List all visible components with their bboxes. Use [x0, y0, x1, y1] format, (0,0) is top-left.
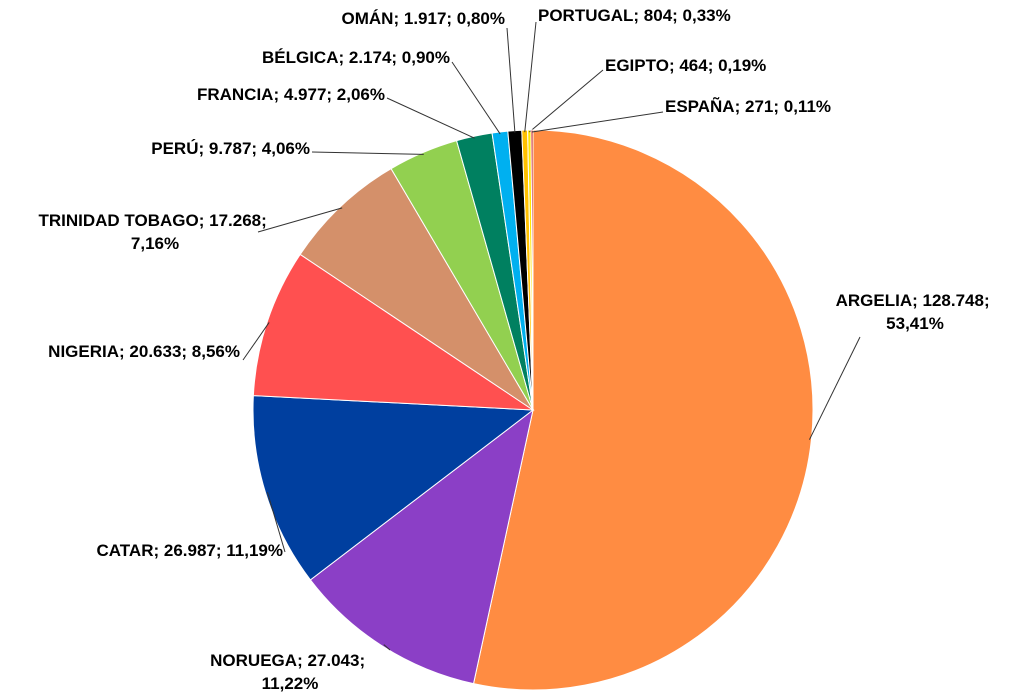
- value-label: 20.633: [129, 342, 181, 361]
- data-label: EGIPTO; 464; 0,19%: [605, 56, 766, 75]
- leader-line: [531, 111, 664, 133]
- category-name: NORUEGA: [210, 651, 297, 670]
- separator: ;: [672, 6, 682, 25]
- separator: ;: [338, 48, 348, 67]
- leader-line: [451, 61, 501, 135]
- data-label: NORUEGA; 27.043; 11,22%: [210, 651, 370, 693]
- leader-line: [529, 69, 604, 133]
- leader-line: [506, 27, 516, 133]
- value-label: 464: [679, 56, 708, 75]
- pie-slice: [309, 408, 534, 685]
- data-label: PERÚ; 9.787; 4,06%: [151, 139, 310, 158]
- value-label: 271: [745, 97, 773, 116]
- value-label: 804: [644, 6, 673, 25]
- separator: ;: [199, 211, 209, 230]
- value-label: 26.987: [164, 541, 216, 560]
- percent-label: 11,19%: [226, 541, 283, 560]
- separator: ;: [359, 651, 369, 670]
- leader-line: [266, 492, 286, 553]
- pie-slice: [252, 253, 535, 411]
- value-label: 4.977: [284, 85, 327, 104]
- data-label: TRINIDAD TOBAGO; 17.268; 7,16%: [38, 211, 271, 253]
- percent-label: 0,19%: [718, 56, 766, 75]
- category-name: NIGERIA: [48, 342, 119, 361]
- pie-slice: [252, 395, 535, 581]
- percent-label: 2,06%: [337, 85, 385, 104]
- data-label: CATAR; 26.987; 11,19%: [97, 541, 283, 560]
- leader-line: [242, 322, 270, 361]
- separator: ;: [446, 9, 456, 28]
- percent-label: 0,90%: [402, 48, 450, 67]
- leader-line: [311, 151, 424, 155]
- leader-line: [808, 336, 861, 440]
- value-label: 128.748: [923, 291, 984, 310]
- category-name: ARGELIA: [836, 291, 913, 310]
- percent-label: 0,80%: [457, 9, 505, 28]
- percent-label: 4,06%: [262, 139, 310, 158]
- data-label: ARGELIA; 128.748; 53,41%: [836, 291, 995, 333]
- data-label: PORTUGAL; 804; 0,33%: [538, 6, 731, 25]
- value-label: 9.787: [209, 139, 252, 158]
- value-label: 1.917: [404, 9, 447, 28]
- category-name: EGIPTO: [605, 56, 669, 75]
- separator: ;: [669, 56, 679, 75]
- value-label: 17.268: [209, 211, 261, 230]
- separator: ;: [984, 291, 994, 310]
- percent-label: 11,22%: [262, 674, 319, 693]
- separator: ;: [153, 541, 163, 560]
- separator: ;: [633, 6, 643, 25]
- category-name: PERÚ: [151, 139, 198, 158]
- leader-line: [383, 644, 391, 651]
- separator: ;: [273, 85, 283, 104]
- pie-slice: [472, 129, 814, 691]
- leader-line: [257, 207, 343, 233]
- category-name: ESPAÑA: [665, 96, 735, 116]
- separator: ;: [912, 291, 922, 310]
- separator: ;: [773, 97, 783, 116]
- leader-line: [386, 97, 475, 139]
- data-label: FRANCIA; 4.977; 2,06%: [197, 85, 385, 104]
- percent-label: 7,16%: [131, 234, 179, 253]
- category-name: PORTUGAL: [538, 6, 633, 25]
- separator: ;: [181, 342, 191, 361]
- data-label: BÉLGICA; 2.174; 0,90%: [262, 48, 450, 67]
- category-name: FRANCIA: [197, 85, 274, 104]
- percent-label: 53,41%: [886, 314, 944, 333]
- pie-slice: [299, 167, 534, 411]
- category-name: CATAR: [97, 541, 154, 560]
- percent-label: 8,56%: [192, 342, 240, 361]
- separator: ;: [216, 541, 226, 560]
- separator: ;: [735, 97, 745, 116]
- separator: ;: [261, 211, 271, 230]
- separator: ;: [393, 9, 403, 28]
- separator: ;: [198, 139, 208, 158]
- leader-line: [524, 21, 537, 133]
- value-label: 27.043: [307, 651, 359, 670]
- data-label: OMÁN; 1.917; 0,80%: [342, 9, 505, 28]
- category-name: BÉLGICA: [262, 48, 339, 67]
- separator: ;: [391, 48, 401, 67]
- separator: ;: [297, 651, 307, 670]
- separator: ;: [251, 139, 261, 158]
- separator: ;: [326, 85, 336, 104]
- pie-slice: [530, 129, 534, 411]
- separator: ;: [119, 342, 129, 361]
- category-name: OMÁN: [342, 9, 394, 28]
- category-name: TRINIDAD TOBAGO: [38, 211, 198, 230]
- data-label: NIGERIA; 20.633; 8,56%: [48, 342, 240, 361]
- data-label: ESPAÑA; 271; 0,11%: [665, 96, 831, 116]
- percent-label: 0,33%: [683, 6, 731, 25]
- percent-label: 0,11%: [784, 97, 831, 116]
- value-label: 2.174: [349, 48, 392, 67]
- separator: ;: [708, 56, 718, 75]
